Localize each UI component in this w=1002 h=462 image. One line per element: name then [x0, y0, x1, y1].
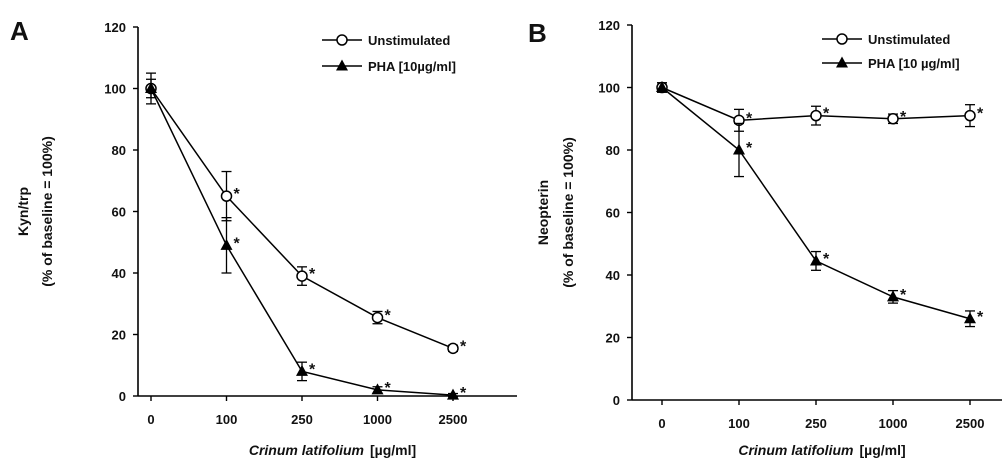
chart-panel-b: B 0 20 40 60 80 100 120 0 100 250 1000 2500 Crinum la… [528, 18, 1002, 458]
legend-label: Unstimulated [368, 33, 450, 48]
x-axis-title-unit: [µg/ml] [859, 442, 905, 458]
y-tick-label: 120 [104, 20, 126, 35]
data-point-circle [964, 109, 976, 122]
data-point-triangle [656, 81, 668, 92]
data-point-triangle [371, 383, 384, 395]
data-point-circle [296, 270, 308, 282]
significance-marker: * [900, 287, 907, 304]
legend-label: Unstimulated [868, 32, 950, 47]
x-tick-label: 100 [728, 416, 750, 431]
significance-marker: * [234, 186, 241, 203]
y-tick-label: 120 [598, 18, 620, 33]
y-axis-title-line1: Neopterin [535, 180, 551, 245]
x-axis-title: Crinum latifolium [µg/ml] [738, 442, 905, 458]
x-tick-label: 0 [147, 412, 154, 427]
y-tick-label: 0 [119, 389, 126, 404]
series-line [150, 88, 454, 396]
legend-marker-triangle [836, 56, 848, 68]
data-point-triangle [296, 364, 308, 376]
significance-marker: * [823, 106, 830, 123]
data-point-circle [887, 113, 899, 125]
significance-marker: * [977, 106, 984, 123]
y-axis-title-line1: Kyn/trp [15, 187, 31, 236]
data-point-triangle [733, 143, 745, 155]
significance-marker: * [746, 110, 753, 127]
x-tick-label: 2500 [956, 416, 985, 431]
legend-marker-triangle [336, 59, 348, 71]
significance-marker: * [309, 361, 316, 378]
panel-label: A [10, 16, 29, 46]
significance-marker: * [385, 308, 392, 325]
legend-marker-circle [836, 33, 848, 45]
significance-marker: * [385, 380, 392, 397]
data-point-triangle [447, 388, 459, 400]
data-point-triangle [964, 312, 976, 324]
y-tick-label: 100 [598, 81, 620, 96]
data-point-triangle [810, 254, 822, 266]
significance-marker: * [977, 309, 984, 326]
data-point-circle [810, 109, 822, 122]
y-tick-label: 60 [112, 205, 126, 220]
x-axis-title: Crinum latifolium [µg/ml] [249, 442, 416, 458]
legend-label: PHA [10µg/ml] [368, 59, 456, 74]
series-line [150, 88, 454, 350]
data-point-triangle [887, 290, 899, 302]
series-unstimulated: * * * * Unstimulated [145, 33, 467, 355]
legend-marker-circle [336, 34, 348, 46]
x-tick-label: 1000 [879, 416, 908, 431]
data-point-triangle [220, 238, 233, 250]
series-pha: * * * * PHA [10µg/ml] [145, 59, 467, 402]
y-tick-label: 0 [613, 393, 620, 408]
data-point-circle [220, 190, 233, 202]
x-tick-label: 250 [291, 412, 313, 427]
y-tick-label: 60 [606, 206, 620, 221]
y-tick-label: 100 [104, 82, 126, 97]
significance-marker: * [460, 385, 467, 402]
x-tick-label: 250 [805, 416, 827, 431]
data-point-circle [371, 311, 384, 324]
x-tick-label: 0 [658, 416, 665, 431]
y-tick-label: 40 [112, 266, 126, 281]
significance-marker: * [234, 235, 241, 252]
x-tick-label: 100 [216, 412, 238, 427]
legend-label: PHA [10 µg/ml] [868, 56, 960, 71]
y-tick-label: 20 [606, 331, 620, 346]
chart-panel-a: A 0 20 40 60 80 100 120 0 100 250 1000 2500 Crinum la… [10, 16, 517, 458]
panel-label: B [528, 18, 547, 48]
y-tick-label: 80 [606, 143, 620, 158]
y-tick-label: 80 [112, 143, 126, 158]
y-axis-title-line2: (% of baseline = 100%) [560, 137, 576, 288]
significance-marker: * [460, 338, 467, 355]
significance-marker: * [309, 266, 316, 283]
significance-marker: * [823, 251, 830, 268]
y-tick-label: 20 [112, 328, 126, 343]
x-axis-title-unit: [µg/ml] [370, 442, 416, 458]
series-pha: * * * * PHA [10 µg/ml] [656, 56, 984, 328]
x-tick-label: 2500 [439, 412, 468, 427]
data-point-triangle [145, 82, 157, 93]
x-axis-title-species: Crinum latifolium [249, 442, 364, 458]
data-point-circle [447, 342, 459, 355]
y-tick-label: 40 [606, 268, 620, 283]
significance-marker: * [746, 140, 753, 157]
series-unstimulated: * * * * Unstimulated [656, 32, 984, 132]
x-axis-title-species: Crinum latifolium [738, 442, 853, 458]
y-axis-title-line2: (% of baseline = 100%) [39, 136, 55, 287]
x-tick-label: 1000 [363, 412, 392, 427]
significance-marker: * [900, 109, 907, 126]
